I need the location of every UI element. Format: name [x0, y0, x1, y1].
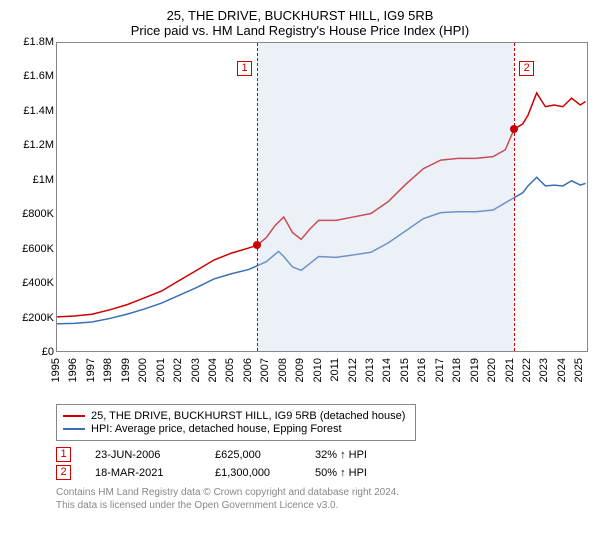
x-tick-label: 2006 [242, 358, 254, 382]
x-tick-label: 2008 [277, 358, 289, 382]
footer-line2: This data is licensed under the Open Gov… [56, 499, 588, 512]
transaction-row: 2 18-MAR-2021£1,300,00050% ↑ HPI [56, 465, 588, 480]
x-tick-label: 2021 [504, 358, 516, 382]
legend-item: 25, THE DRIVE, BUCKHURST HILL, IG9 5RB (… [63, 410, 409, 422]
x-tick-label: 2025 [573, 358, 585, 382]
shade-band [257, 43, 514, 351]
x-tick-label: 2013 [364, 358, 376, 382]
legend: 25, THE DRIVE, BUCKHURST HILL, IG9 5RB (… [56, 404, 416, 441]
x-tick-label: 2016 [416, 358, 428, 382]
transaction-row: 1 23-JUN-2006£625,00032% ↑ HPI [56, 447, 588, 462]
transaction-hpi: 32% ↑ HPI [315, 449, 415, 461]
transaction-marker: 1 [237, 61, 252, 76]
y-tick-label: £1.8M [12, 36, 54, 48]
x-tick-label: 1998 [102, 358, 114, 382]
x-tick-label: 2014 [381, 358, 393, 382]
transaction-vline [514, 43, 515, 351]
x-tick-label: 2001 [155, 358, 167, 382]
y-tick-label: £800K [12, 208, 54, 220]
x-tick-label: 2012 [347, 358, 359, 382]
legend-swatch [63, 428, 85, 430]
x-tick-label: 2022 [521, 358, 533, 382]
x-tick-label: 2004 [207, 358, 219, 382]
footer-line1: Contains HM Land Registry data © Crown c… [56, 486, 588, 499]
legend-label: HPI: Average price, detached house, Eppi… [91, 423, 342, 435]
x-tick-label: 2019 [469, 358, 481, 382]
y-tick-label: £600K [12, 243, 54, 255]
plot-area: 12 [56, 42, 588, 352]
x-tick-label: 2015 [399, 358, 411, 382]
x-tick-label: 2009 [294, 358, 306, 382]
x-tick-label: 1995 [50, 358, 62, 382]
y-tick-label: £1.6M [12, 70, 54, 82]
title: 25, THE DRIVE, BUCKHURST HILL, IG9 5RB [12, 8, 588, 23]
y-tick-label: £1M [12, 174, 54, 186]
transaction-point [510, 125, 518, 133]
x-tick-label: 2011 [329, 358, 341, 382]
y-tick-label: £1.2M [12, 139, 54, 151]
x-tick-label: 2023 [538, 358, 550, 382]
legend-label: 25, THE DRIVE, BUCKHURST HILL, IG9 5RB (… [91, 410, 405, 422]
transaction-point [253, 241, 261, 249]
x-tick-label: 2024 [556, 358, 568, 382]
transaction-marker-cell: 1 [56, 447, 71, 462]
transaction-hpi: 50% ↑ HPI [315, 467, 415, 479]
y-tick-label: £400K [12, 277, 54, 289]
x-tick-label: 1997 [85, 358, 97, 382]
chart: £0 £200K £400K £600K £800K £1M £1.2M £1.4M £1.6M… [12, 42, 588, 402]
transaction-price: £625,000 [215, 449, 315, 461]
transaction-marker-cell: 2 [56, 465, 71, 480]
y-axis: £0£200K£400K£600K£800K£1M£1.2M£1.4M£1.6M… [12, 42, 56, 352]
x-tick-label: 2017 [434, 358, 446, 382]
x-tick-label: 2007 [259, 358, 271, 382]
x-tick-label: 2020 [486, 358, 498, 382]
legend-swatch [63, 415, 85, 417]
transaction-date: 23-JUN-2006 [95, 449, 215, 461]
x-tick-label: 2002 [172, 358, 184, 382]
transaction-price: £1,300,000 [215, 467, 315, 479]
legend-item: HPI: Average price, detached house, Eppi… [63, 423, 409, 435]
x-tick-label: 2010 [312, 358, 324, 382]
x-axis: 1995199619971998199920002001200220032004… [56, 354, 588, 402]
x-tick-label: 2018 [451, 358, 463, 382]
x-tick-label: 2005 [224, 358, 236, 382]
transaction-marker: 2 [519, 61, 534, 76]
y-tick-label: £200K [12, 312, 54, 324]
x-tick-label: 1996 [67, 358, 79, 382]
y-tick-label: £1.4M [12, 105, 54, 117]
subtitle: Price paid vs. HM Land Registry's House … [12, 23, 588, 38]
transactions-table: 1 23-JUN-2006£625,00032% ↑ HPI 2 18-MAR-202… [56, 447, 588, 480]
footer: Contains HM Land Registry data © Crown c… [56, 486, 588, 512]
x-tick-label: 1999 [120, 358, 132, 382]
x-tick-label: 2003 [190, 358, 202, 382]
x-tick-label: 2000 [137, 358, 149, 382]
y-tick-label: £0 [12, 346, 54, 358]
transaction-date: 18-MAR-2021 [95, 467, 215, 479]
transaction-vline [257, 43, 258, 351]
